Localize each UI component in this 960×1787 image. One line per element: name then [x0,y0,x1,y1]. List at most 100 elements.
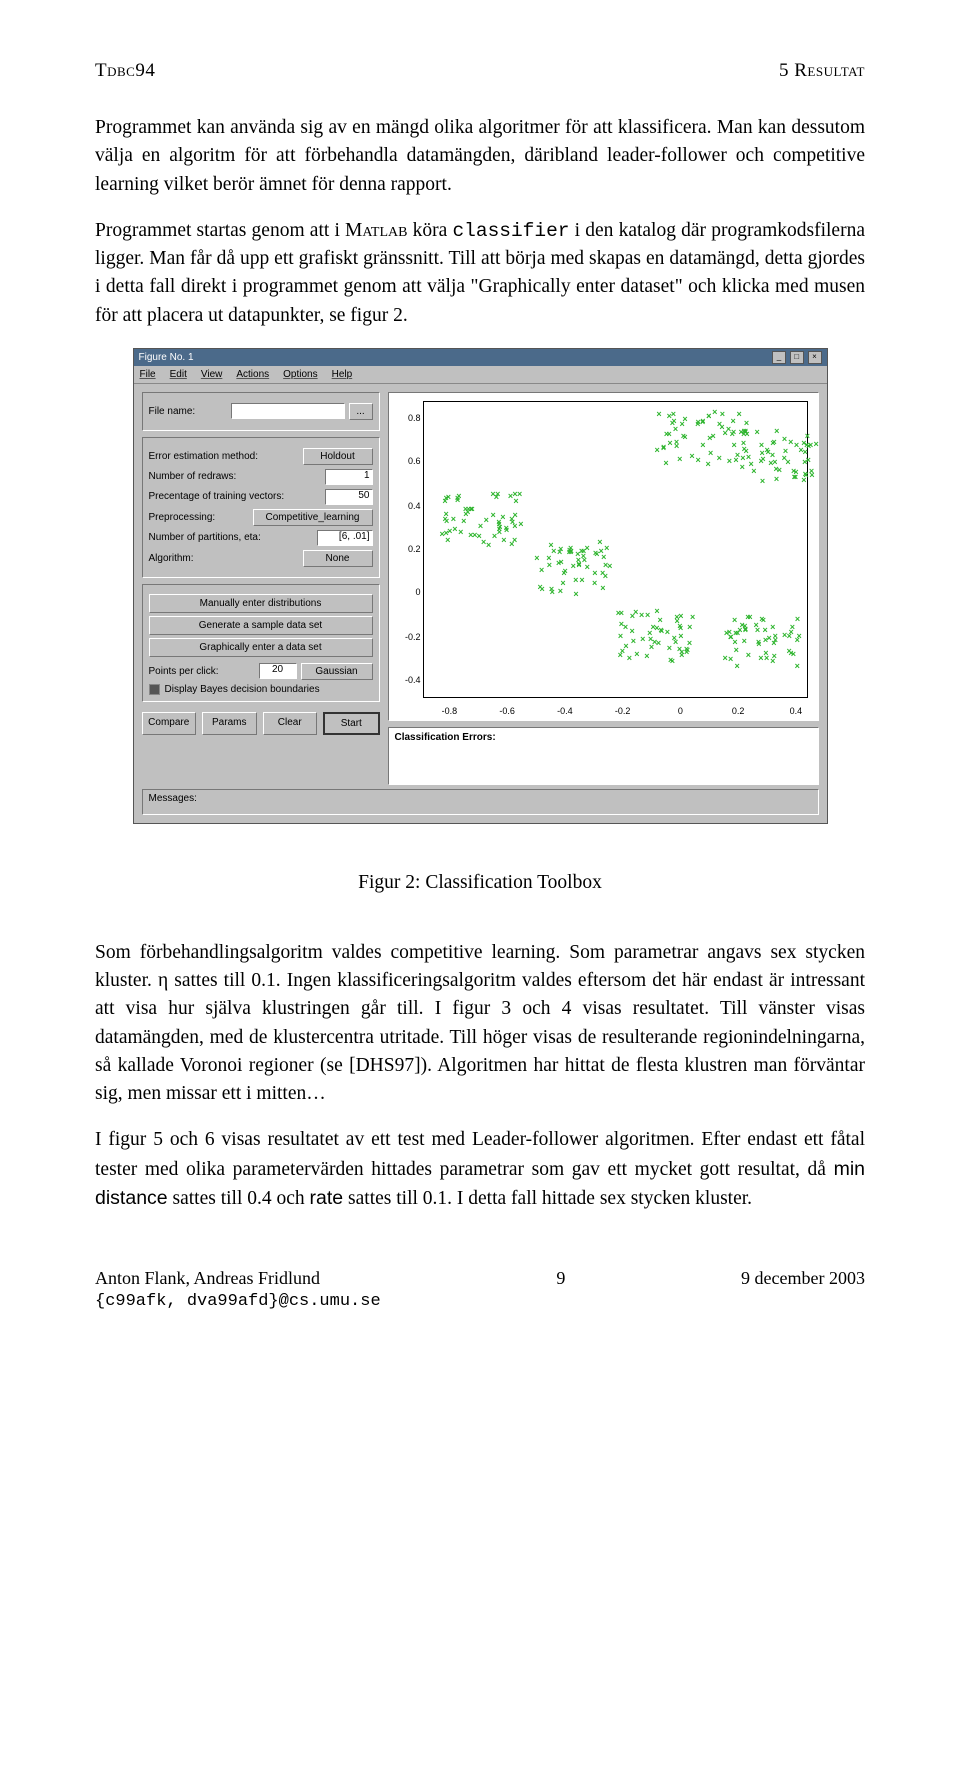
pct-train-label: Precentage of training vectors: [149,491,321,502]
data-point: × [755,429,760,435]
data-point: × [603,562,608,568]
data-point: × [655,447,660,453]
data-point: × [745,614,750,620]
data-point: × [562,568,567,574]
data-point: × [770,658,775,664]
data-point: × [582,557,587,563]
clear-button[interactable]: Clear [263,712,318,735]
params-button[interactable]: Params [202,712,257,735]
data-point: × [740,622,745,628]
data-point: × [791,651,796,657]
data-point: × [518,521,523,527]
data-point: × [737,411,742,417]
data-point: × [466,506,471,512]
menu-file[interactable]: File [140,369,156,380]
action-buttons: CompareParams ClearStart [142,712,380,735]
data-point: × [644,653,649,659]
class-err-label: Classification Errors: [395,732,496,743]
data-point: × [708,450,713,456]
data-point: × [461,518,466,524]
data-point: × [539,567,544,573]
data-point: × [754,622,759,628]
data-point: × [760,478,765,484]
data-point: × [759,458,764,464]
redraws-input[interactable]: 1 [325,469,373,485]
data-point: × [773,637,778,643]
menu-view[interactable]: View [201,369,223,380]
dist-dropdown[interactable]: Gaussian [301,663,373,680]
compare-button[interactable]: Compare [142,712,197,735]
data-point: × [706,413,711,419]
maximize-icon[interactable]: □ [790,351,804,364]
data-point: × [630,613,635,619]
data-point: × [764,447,769,453]
xtick: 0.4 [790,706,803,716]
data-point: × [756,639,761,645]
data-point: × [722,655,727,661]
plot-area: ××××××××××××××××××××××××××××××××××××××××… [423,401,808,698]
data-point: × [600,570,605,576]
data-point: × [772,459,777,465]
file-name-input[interactable] [231,403,345,419]
partitions-input[interactable]: [6, .01] [317,530,373,546]
start-button[interactable]: Start [323,712,380,735]
data-point: × [743,429,748,435]
figure-caption: Figur 2: Classification Toolbox [95,872,865,894]
menu-edit[interactable]: Edit [170,369,187,380]
data-point: × [746,652,751,658]
data-point: × [730,431,735,437]
data-point: × [558,588,563,594]
data-point: × [556,560,561,566]
data-point: × [659,628,664,634]
close-icon[interactable]: × [808,351,822,364]
btn-graphically-enter-a-data-set[interactable]: Graphically enter a data set [149,638,373,657]
data-point: × [451,516,456,522]
file-name-label: File name: [149,406,227,417]
data-point: × [735,663,740,669]
data-point: × [687,624,692,630]
ytick: -0.2 [405,632,421,642]
preproc-dropdown[interactable]: Competitive_learning [253,509,373,526]
ytick: 0 [415,587,420,597]
btn-generate-a-sample-data-set[interactable]: Generate a sample data set [149,616,373,635]
ytick: 0.8 [408,413,421,423]
data-point: × [497,529,502,535]
bayes-checkbox[interactable] [149,684,160,695]
file-browse-button[interactable]: ... [349,403,373,420]
data-point: × [509,541,514,547]
redraws-label: Number of redraws: [149,471,321,482]
menu-options[interactable]: Options [283,369,317,380]
menu-actions[interactable]: Actions [236,369,269,380]
data-point: × [735,452,740,458]
err-method-label: Error estimation method: [149,451,299,462]
data-point: × [654,608,659,614]
footer-date: 9 december 2003 [741,1268,865,1311]
data-point: × [759,616,764,622]
minimize-icon[interactable]: _ [772,351,786,364]
data-point: × [584,545,589,551]
err-method-dropdown[interactable]: Holdout [303,448,373,465]
data-point: × [509,516,514,522]
header-right: 5 Resultat [779,60,865,82]
ppc-input[interactable]: 20 [259,663,297,679]
data-point: × [674,618,679,624]
data-point: × [777,467,782,473]
pct-train-input[interactable]: 50 [325,489,373,505]
data-point: × [711,433,716,439]
data-point: × [732,639,737,645]
data-point: × [787,633,792,639]
data-point: × [592,580,597,586]
data-point: × [629,628,634,634]
data-point: × [573,591,578,597]
data-point: × [763,650,768,656]
data-point: × [774,476,779,482]
data-point: × [806,457,811,463]
btn-manually-enter-distributions[interactable]: Manually enter distributions [149,594,373,613]
algorithm-dropdown[interactable]: None [303,550,373,567]
file-panel: File name: ... [142,392,380,431]
data-point: × [486,542,491,548]
data-point: × [687,640,692,646]
data-point: × [727,458,732,464]
data-point: × [717,455,722,461]
menu-help[interactable]: Help [332,369,353,380]
